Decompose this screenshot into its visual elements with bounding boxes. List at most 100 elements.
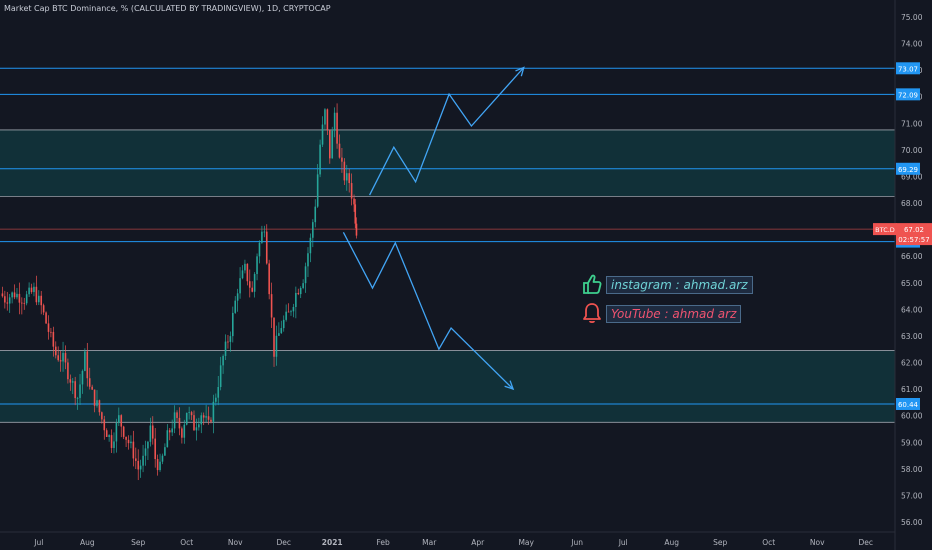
candle-body — [265, 231, 268, 264]
x-tick-label: Nov — [228, 538, 243, 547]
candle-body — [261, 231, 263, 243]
candle-body — [200, 415, 203, 425]
candle-body — [251, 287, 253, 292]
x-tick-label: Sep — [131, 538, 145, 547]
candle-body — [287, 311, 290, 313]
candle-body — [176, 412, 178, 418]
candle-body — [11, 292, 13, 298]
candle-body — [50, 331, 52, 333]
candle-body — [345, 173, 348, 181]
candle-body — [103, 419, 106, 431]
candle-body — [227, 341, 229, 343]
candle-body — [302, 283, 304, 288]
candle-body — [232, 312, 234, 337]
candle-body — [355, 223, 358, 236]
price-tag-bg — [896, 397, 920, 410]
candle-body — [101, 412, 103, 420]
candle-body — [113, 441, 115, 448]
x-tick-label: Feb — [377, 538, 391, 547]
candle-body — [6, 302, 9, 304]
candle-body — [86, 351, 89, 379]
candle-body — [336, 112, 338, 144]
candle-body — [239, 278, 241, 294]
candle-body — [280, 328, 283, 334]
instagram-label: instagram : ahmad.arz — [606, 276, 753, 294]
y-tick-label: 70.00 — [901, 146, 923, 155]
candle-body — [84, 351, 86, 371]
candle-body — [316, 174, 319, 207]
y-tick-label: 64.00 — [901, 305, 923, 314]
candle-body — [333, 112, 336, 131]
candle-body — [108, 435, 110, 437]
y-tick-label: 63.00 — [901, 332, 923, 341]
x-tick-label: Jun — [570, 538, 583, 547]
candle-body — [229, 336, 232, 342]
candle-body — [217, 386, 220, 398]
candle-body — [71, 381, 74, 383]
candle-body — [16, 293, 18, 298]
candle-body — [156, 459, 159, 471]
candle-body — [263, 231, 266, 233]
candle-body — [178, 417, 181, 429]
candle-body — [190, 412, 193, 416]
current-price-value: 67.02 — [904, 226, 924, 234]
x-tick-label: Apr — [471, 538, 485, 547]
candle-body — [171, 428, 173, 433]
chart-title: Market Cap BTC Dominance, % (CALCULATED … — [4, 4, 331, 13]
candle-body — [212, 401, 215, 422]
y-tick-label: 69.00 — [901, 172, 923, 181]
candle-body — [309, 237, 312, 254]
candle-body — [343, 161, 346, 181]
candle-body — [139, 465, 142, 470]
candle-body — [105, 430, 108, 437]
x-tick-label: Dec — [858, 538, 873, 547]
bullish-projection-arrow — [369, 67, 525, 196]
bearish-projection-arrow-head — [504, 380, 515, 391]
candle-body — [135, 458, 137, 461]
candle-body — [151, 425, 154, 439]
youtube-label: YouTube : ahmad arz — [606, 305, 742, 323]
candle-body — [1, 293, 4, 297]
zone-1 — [0, 350, 895, 423]
candle-body — [314, 206, 317, 223]
candle-body — [290, 311, 292, 313]
candle-body — [285, 311, 287, 320]
x-tick-label: 2021 — [322, 538, 343, 547]
candle-body — [96, 400, 98, 406]
candle-body — [258, 242, 261, 257]
symbol-tag-label: BTC.D — [875, 226, 895, 234]
candle-body — [147, 441, 149, 449]
y-tick-label: 62.00 — [901, 359, 923, 368]
candle-body — [47, 323, 50, 332]
y-tick-label: 75.00 — [901, 13, 923, 22]
candle-body — [241, 270, 244, 279]
candle-body — [161, 455, 164, 462]
candle-body — [319, 144, 321, 175]
y-tick-label: 56.00 — [901, 518, 923, 527]
candle-body — [207, 416, 210, 420]
y-tick-label: 71.00 — [901, 119, 923, 128]
candle-body — [23, 302, 26, 304]
candle-body — [350, 183, 353, 199]
y-tick-label: 58.00 — [901, 465, 923, 474]
candle-body — [278, 333, 280, 336]
candle-body — [159, 461, 161, 471]
candle-body — [304, 266, 307, 284]
candle-body — [341, 157, 343, 162]
candle-body — [149, 425, 152, 442]
bullish-projection-arrow-head — [515, 66, 525, 77]
candle-body — [246, 263, 249, 282]
candle-body — [132, 441, 135, 459]
x-tick-label: Jul — [33, 538, 43, 547]
candle-body — [38, 295, 40, 303]
x-tick-label: Oct — [762, 538, 775, 547]
candle-body — [110, 435, 113, 448]
candle-body — [282, 319, 285, 329]
candle-body — [120, 415, 123, 427]
candle-body — [91, 386, 93, 390]
candle-body — [244, 263, 246, 271]
price-tag-bg — [896, 162, 920, 175]
candle-body — [210, 419, 212, 422]
candle-body — [248, 281, 251, 288]
